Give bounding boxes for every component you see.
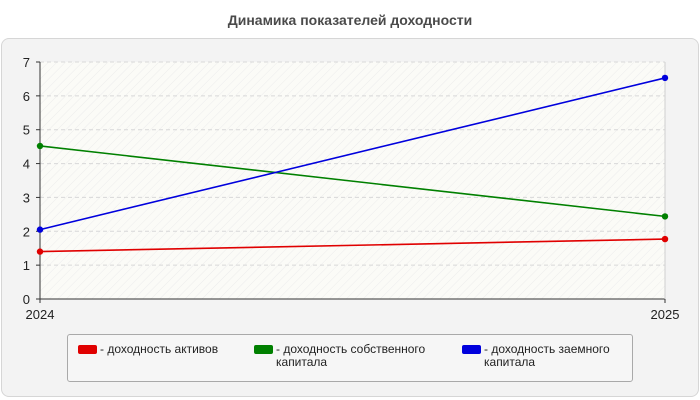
y-tick-label: 6	[23, 89, 30, 104]
legend-label-borrowed: - доходность заемного капитала	[484, 342, 610, 369]
legend-label-assets: - доходность активов	[100, 342, 219, 356]
legend: - доходность активов - доходность собств…	[67, 334, 633, 382]
series-line-1	[39, 145, 666, 218]
legend-swatch-equity	[254, 345, 273, 354]
data-point	[36, 248, 44, 255]
x-tick-label: 2024	[26, 307, 55, 322]
y-tick-label: 3	[23, 190, 30, 205]
data-point	[36, 142, 44, 150]
legend-swatch-assets	[78, 345, 97, 354]
y-tick-label: 7	[23, 55, 30, 70]
data-point	[661, 74, 669, 82]
y-tick-label: 4	[23, 157, 30, 172]
series-line-2	[39, 77, 666, 231]
y-tick-label: 2	[23, 224, 30, 239]
y-tick-label: 5	[23, 123, 30, 138]
data-point	[661, 235, 669, 243]
legend-label-equity: - доходность собственного капитала	[276, 342, 426, 369]
y-tick-label: 1	[23, 258, 30, 273]
legend-swatch-borrowed	[462, 345, 481, 354]
data-point	[36, 226, 44, 233]
x-tick-label: 2025	[651, 307, 680, 322]
y-tick-label: 0	[23, 292, 30, 307]
series-line-0	[39, 238, 666, 253]
data-point	[661, 213, 669, 220]
chart-title: Динамика показателей доходности	[227, 12, 473, 28]
